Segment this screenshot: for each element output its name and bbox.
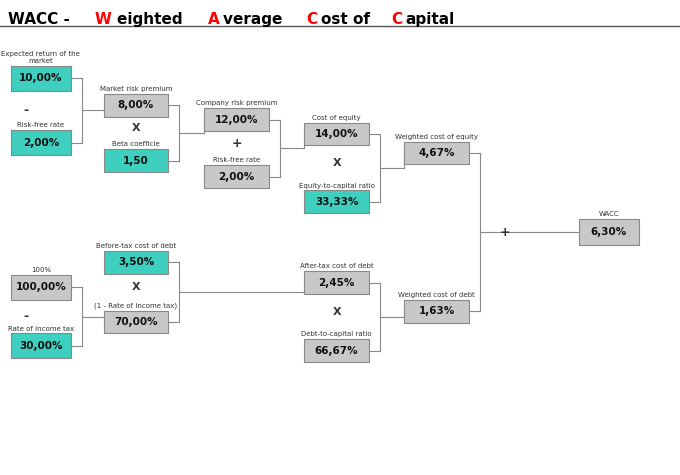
Text: 1,50: 1,50: [123, 155, 149, 166]
FancyBboxPatch shape: [305, 271, 369, 294]
Text: 3,50%: 3,50%: [118, 257, 154, 267]
Text: WACC -: WACC -: [8, 12, 75, 27]
Text: Equity-to-capital ratio: Equity-to-capital ratio: [299, 182, 375, 189]
Text: 8,00%: 8,00%: [118, 100, 154, 111]
Text: X: X: [333, 158, 341, 168]
Text: 10,00%: 10,00%: [19, 73, 63, 84]
Text: 4,67%: 4,67%: [418, 148, 455, 158]
Text: (1 - Rate of income tax): (1 - Rate of income tax): [95, 302, 177, 309]
Text: 100,00%: 100,00%: [16, 282, 66, 293]
Text: Debt-to-capital ratio: Debt-to-capital ratio: [301, 331, 372, 337]
FancyBboxPatch shape: [11, 130, 71, 155]
Text: +: +: [231, 137, 242, 150]
Text: WACC: WACC: [598, 211, 619, 217]
Text: -: -: [23, 104, 29, 117]
Text: Rate of income tax: Rate of income tax: [7, 325, 74, 332]
Text: X: X: [132, 282, 140, 293]
Text: eighted: eighted: [116, 12, 188, 27]
Text: 30,00%: 30,00%: [19, 341, 63, 351]
Text: verage: verage: [223, 12, 288, 27]
Text: Cost of equity: Cost of equity: [312, 114, 361, 121]
FancyBboxPatch shape: [404, 142, 469, 164]
Text: A: A: [208, 12, 220, 27]
FancyBboxPatch shape: [11, 275, 71, 300]
Text: Risk-free rate: Risk-free rate: [213, 157, 260, 163]
Text: 12,00%: 12,00%: [215, 114, 258, 125]
Text: Beta coefficie: Beta coefficie: [112, 141, 160, 147]
Text: Risk-free rate: Risk-free rate: [17, 122, 65, 128]
Text: 1,63%: 1,63%: [418, 306, 455, 316]
FancyBboxPatch shape: [305, 190, 369, 213]
Text: 6,30%: 6,30%: [590, 227, 627, 237]
Text: apital: apital: [405, 12, 454, 27]
Text: Expected return of the
market: Expected return of the market: [1, 51, 80, 64]
Text: C: C: [391, 12, 402, 27]
FancyBboxPatch shape: [204, 165, 269, 188]
Text: 70,00%: 70,00%: [114, 317, 158, 327]
Text: After-tax cost of debt: After-tax cost of debt: [300, 263, 373, 269]
FancyBboxPatch shape: [579, 218, 639, 245]
FancyBboxPatch shape: [305, 339, 369, 362]
Text: Weighted cost of debt: Weighted cost of debt: [398, 292, 475, 298]
Text: Weighted cost of equity: Weighted cost of equity: [395, 133, 478, 140]
Text: Market risk premium: Market risk premium: [100, 86, 172, 92]
Text: W: W: [95, 12, 112, 27]
Text: 100%: 100%: [31, 267, 51, 273]
Text: 2,45%: 2,45%: [318, 277, 355, 288]
Text: 66,67%: 66,67%: [315, 345, 358, 356]
FancyBboxPatch shape: [104, 251, 169, 274]
Text: X: X: [132, 123, 140, 133]
FancyBboxPatch shape: [104, 149, 169, 172]
Text: 2,00%: 2,00%: [218, 171, 255, 182]
Text: X: X: [333, 307, 341, 317]
FancyBboxPatch shape: [11, 333, 71, 358]
Text: -: -: [23, 310, 29, 323]
Text: ost of: ost of: [321, 12, 375, 27]
FancyBboxPatch shape: [104, 311, 169, 333]
Text: C: C: [307, 12, 318, 27]
Text: 14,00%: 14,00%: [315, 129, 358, 139]
FancyBboxPatch shape: [104, 94, 169, 117]
FancyBboxPatch shape: [11, 66, 71, 91]
Text: 33,33%: 33,33%: [315, 197, 358, 207]
Text: Company risk premium: Company risk premium: [196, 100, 277, 106]
Text: +: +: [499, 226, 510, 238]
FancyBboxPatch shape: [305, 123, 369, 145]
Text: 2,00%: 2,00%: [22, 137, 59, 148]
FancyBboxPatch shape: [204, 108, 269, 131]
FancyBboxPatch shape: [404, 300, 469, 323]
Text: Before-tax cost of debt: Before-tax cost of debt: [96, 243, 176, 249]
